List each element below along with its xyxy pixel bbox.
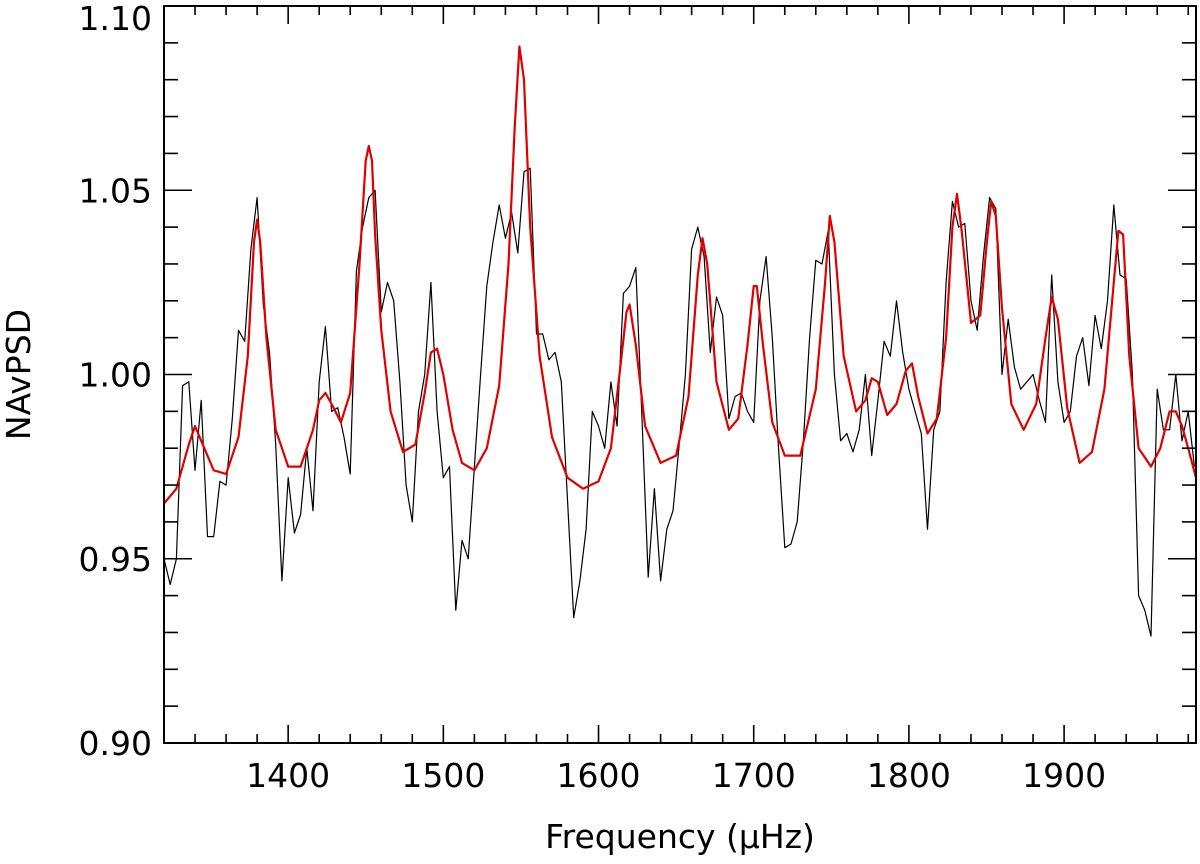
- x-tick-label: 1500: [401, 756, 485, 795]
- x-tick-label: 1400: [246, 756, 330, 795]
- y-tick-label: 1.00: [79, 356, 152, 395]
- x-tick-label: 1800: [867, 756, 951, 795]
- fit-series-line: [163, 45, 1198, 505]
- series-layer: [163, 45, 1198, 637]
- tick-labels-layer: 1400 1500 1600 1700 1800 1900 0.90 0.95 1.00 1.05…: [79, 0, 1107, 795]
- x-tick-label: 1900: [1022, 756, 1106, 795]
- x-tick-label: 1700: [712, 756, 796, 795]
- x-tick-label: 1600: [557, 756, 641, 795]
- y-tick-label: 0.95: [79, 540, 152, 579]
- y-tick-label: 0.90: [79, 724, 152, 763]
- x-axis-label: Frequency (μHz): [545, 817, 815, 856]
- y-tick-label: 1.10: [79, 0, 152, 38]
- y-tick-label: 1.05: [79, 171, 152, 210]
- ticks-layer: [163, 5, 1196, 744]
- y-axis-label: NAvPSD: [0, 309, 38, 440]
